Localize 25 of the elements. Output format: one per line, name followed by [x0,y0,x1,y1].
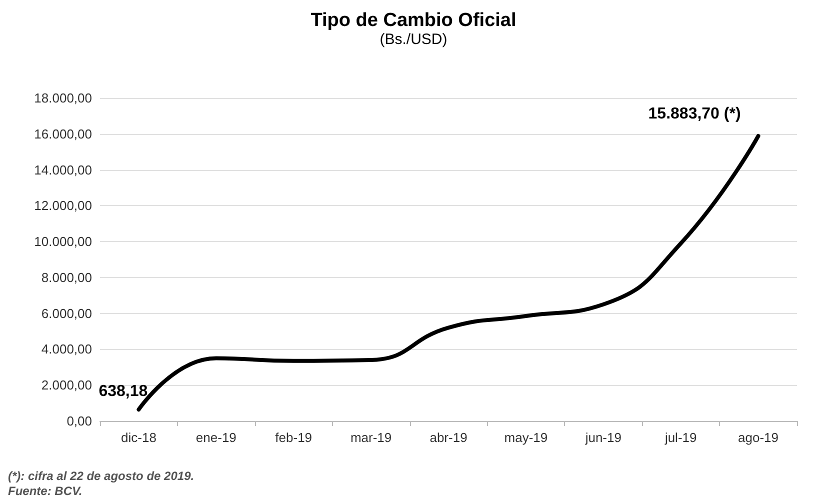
x-tick-label: ene-19 [196,430,236,445]
x-tick-label: may-19 [504,430,548,445]
chart-subtitle: (Bs./USD) [380,31,448,48]
x-tick-label: jul-19 [664,430,697,445]
data-label: 638,18 [98,383,148,400]
x-tick-label: dic-18 [121,430,156,445]
x-tick-label: feb-19 [275,430,312,445]
x-tick-label: abr-19 [430,430,468,445]
text: (*): cifra al 22 de agosto de 2019. [8,469,194,483]
y-tick-label: 6.000,00 [41,306,92,321]
y-tick-label: 0,00 [66,414,92,428]
data-label: 15.883,70 (*) [648,105,741,122]
y-tick-label: 12.000,00 [34,198,92,214]
x-tick-label: jun-19 [584,430,622,445]
y-tick-label: 8.000,00 [41,270,92,285]
y-tick-label: 2.000,00 [41,378,92,393]
x-tick-label: mar-19 [350,430,392,445]
y-tick-label: 10.000,00 [34,234,92,250]
chart-title: Tipo de Cambio Oficial [310,10,516,31]
y-tick-label: 18.000,00 [34,90,92,106]
y-tick-label: 16.000,00 [34,126,92,142]
source-note: Fuente: BCV. [8,484,82,498]
x-tick-label: ago-19 [738,430,779,445]
y-tick-label: 14.000,00 [34,162,92,178]
y-tick-label: 4.000,00 [41,342,92,357]
